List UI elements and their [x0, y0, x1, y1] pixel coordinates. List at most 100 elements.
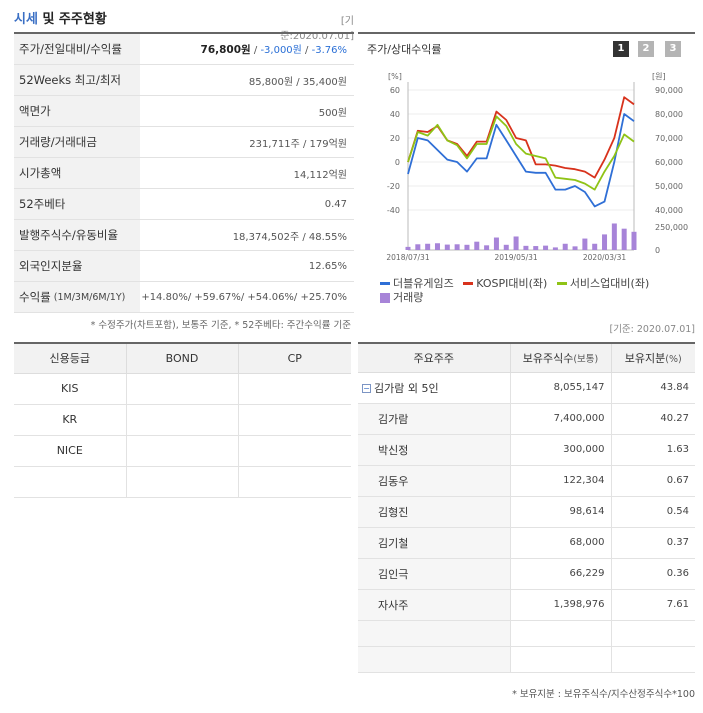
table-row: 김형진 98,614 0.54	[358, 496, 695, 528]
holder-pct	[610, 646, 695, 673]
price-change: -3,000원	[260, 45, 302, 56]
volume-bar	[562, 243, 568, 250]
market-row-price: 주가/전일대비/수익률 76,800원 / -3,000원 / -3.76%	[14, 34, 354, 65]
market-value: 14,112억원	[293, 169, 347, 181]
table-row	[14, 466, 351, 498]
holder-pct	[610, 620, 695, 647]
credit-header: CP	[237, 343, 351, 374]
chart-tab-3[interactable]: 3	[665, 41, 681, 57]
credit-cp	[237, 435, 351, 467]
table-row	[358, 620, 695, 647]
market-row-returns: 수익률 (1M/3M/6M/1Y) +14.80%/ +59.67%/ +54.0…	[14, 282, 354, 313]
market-row-foreign: 외국인지분율 12.65%	[14, 251, 354, 282]
holder-group-name: 김가람 외 5인	[374, 381, 439, 395]
volume-bars	[405, 223, 637, 250]
credit-cp	[237, 373, 351, 405]
legend-item-kospi[interactable]: KOSPI대비(좌)	[463, 277, 547, 291]
legend-item-volume[interactable]: 거래량	[380, 291, 423, 305]
table-row: KR	[14, 404, 351, 436]
market-label: 52주베타	[14, 189, 140, 219]
chart-tab-1[interactable]: 1	[613, 41, 629, 57]
table-row: 자사주 1,398,976 7.61	[358, 589, 695, 621]
volume-bar	[405, 246, 411, 250]
x-tick-label: 2018/07/31	[386, 253, 429, 262]
section-title-accent: 시세	[14, 12, 38, 27]
holder-shares: 68,000	[509, 527, 611, 559]
holder-name: 김가람	[358, 403, 510, 435]
credit-agency: NICE	[14, 435, 126, 467]
right-tick-label: 70,000	[655, 134, 683, 143]
left-tick-label: 40	[390, 110, 400, 119]
holder-pct: 0.54	[610, 496, 695, 528]
volume-bar	[454, 244, 460, 250]
volume-bar	[503, 244, 509, 250]
volume-bar	[602, 234, 608, 250]
series-line	[407, 115, 635, 191]
holder-shares: 300,000	[509, 434, 611, 466]
holder-pct: 0.67	[610, 465, 695, 497]
volume-bar	[582, 238, 588, 250]
holder-name: 김인극	[358, 558, 510, 590]
volume-bar	[611, 223, 617, 250]
market-label: 액면가	[14, 96, 140, 126]
holder-name	[358, 646, 510, 673]
volume-bar	[484, 245, 490, 250]
market-label: 시가총액	[14, 158, 140, 188]
x-tick-label: 2019/05/31	[494, 253, 537, 262]
holder-name: 자사주	[358, 589, 510, 621]
right-tick-label: 50,000	[655, 182, 683, 191]
holders-header-row: 주요주주 보유주식수(보통) 보유지분(%)	[358, 343, 695, 373]
market-value: 76,800원 / -3,000원 / -3.76%	[200, 44, 347, 56]
holder-shares: 66,229	[509, 558, 611, 590]
holders-header-name: 주요주주	[358, 343, 510, 373]
table-row	[358, 646, 695, 673]
volume-bar	[552, 247, 558, 250]
credit-agency	[14, 466, 126, 498]
price-return-chart: [%] 60 40 20 0 -20 -40 [원] 90,000 80,000 70,000 60…	[386, 72, 688, 262]
left-axis: [%] 60 40 20 0 -20 -40	[387, 72, 402, 215]
table-row: 김인극 66,229 0.36	[358, 558, 695, 590]
legend-label: KOSPI대비(좌)	[476, 276, 548, 290]
market-label: 외국인지분율	[14, 251, 140, 281]
volume-bar	[444, 244, 450, 250]
right-tick-label: 80,000	[655, 110, 683, 119]
legend-label: 더블유게임즈	[393, 276, 454, 290]
holder-shares: 98,614	[509, 496, 611, 528]
market-value: 85,800원 / 35,400원	[248, 76, 347, 88]
market-label: 거래량/거래대금	[14, 127, 140, 157]
left-axis-unit: [%]	[388, 72, 402, 81]
chart-lines	[407, 96, 635, 208]
legend-item-service[interactable]: 서비스업대비(좌)	[556, 276, 650, 291]
holder-name: − 김가람 외 5인	[358, 372, 510, 404]
market-note: * 수정주가(차트포함), 보통주 기준, * 52주베타: 주간수익률 기준	[90, 320, 351, 331]
legend-label: 서비스업대비(좌)	[569, 276, 650, 290]
table-row: NICE	[14, 435, 351, 467]
returns-value: +14.80%/ +59.67%/ +54.06%/ +25.70%	[141, 291, 347, 303]
series-line	[407, 113, 635, 208]
collapse-icon[interactable]: −	[362, 384, 371, 393]
returns-label: 수익률	[19, 290, 51, 304]
holder-shares: 7,400,000	[509, 403, 611, 435]
legend-swatch	[380, 282, 390, 285]
holder-pct: 7.61	[610, 589, 695, 621]
volume-bar	[425, 243, 431, 250]
volume-bar	[434, 243, 440, 250]
market-label: 주가/전일대비/수익률	[14, 34, 140, 64]
market-row-par-value: 액면가 500원	[14, 96, 354, 127]
credit-header-row: 신용등급 BOND CP	[14, 343, 351, 374]
chart-tab-2[interactable]: 2	[638, 41, 654, 57]
holder-pct: 1.63	[610, 434, 695, 466]
credit-agency: KIS	[14, 373, 126, 405]
volume-bar	[474, 241, 480, 250]
legend-item-stock[interactable]: 더블유게임즈	[380, 277, 454, 291]
market-value: 18,374,502주 / 48.55%	[232, 231, 347, 243]
holder-pct: 0.37	[610, 527, 695, 559]
market-row-beta: 52주베타 0.47	[14, 189, 354, 220]
holder-shares: 122,304	[509, 465, 611, 497]
volume-tick-label: 0	[655, 246, 660, 255]
market-value: 500원	[318, 107, 347, 119]
volume-bar	[572, 246, 578, 250]
holders-header-shares-sub: (보통)	[573, 353, 599, 365]
left-tick-label: 0	[395, 158, 400, 167]
table-row: 김가람 7,400,000 40.27	[358, 403, 695, 435]
